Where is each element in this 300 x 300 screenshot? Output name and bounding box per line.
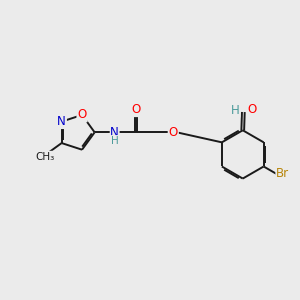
Text: Br: Br [276,167,290,180]
Text: O: O [77,109,87,122]
Text: H: H [231,104,239,117]
Text: N: N [57,115,66,128]
Text: O: O [131,103,140,116]
Text: O: O [169,126,178,139]
Text: O: O [247,103,256,116]
Text: CH₃: CH₃ [35,152,55,162]
Text: H: H [111,136,119,146]
Text: N: N [110,126,119,139]
